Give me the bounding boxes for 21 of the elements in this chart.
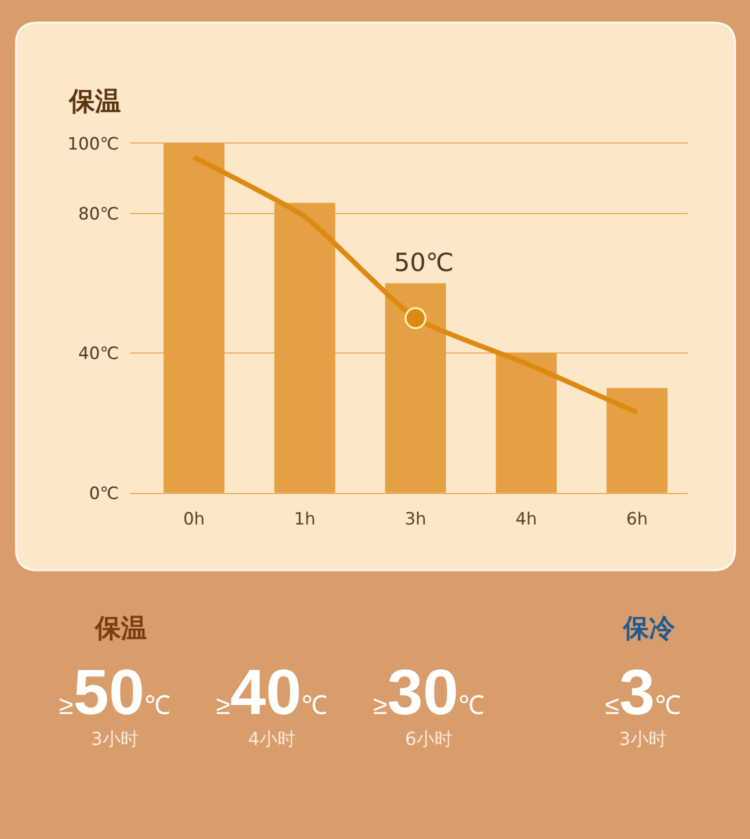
text: 6小时 bbox=[405, 729, 452, 750]
text: 保温 bbox=[94, 614, 147, 644]
text: ≥40℃ bbox=[216, 656, 328, 728]
text: 3小时 bbox=[619, 729, 666, 750]
y-tick-label: 0℃ bbox=[89, 484, 119, 504]
text: 保冷 bbox=[622, 614, 676, 644]
y-tick-label: 100℃ bbox=[67, 134, 119, 154]
text: 3小时 bbox=[91, 729, 138, 750]
chart-title: 保温 bbox=[68, 87, 121, 117]
text: ≤3℃ bbox=[605, 656, 681, 728]
x-tick-label: 6h bbox=[626, 509, 648, 530]
text: ≥50℃ bbox=[59, 656, 170, 728]
x-tick-label: 0h bbox=[183, 509, 205, 530]
data-label: 50℃ bbox=[394, 248, 454, 277]
x-tick-label: 3h bbox=[404, 509, 426, 530]
y-tick-label: 40℃ bbox=[78, 344, 119, 364]
x-tick-label: 4h bbox=[515, 509, 538, 530]
x-tick-label: 1h bbox=[294, 509, 316, 530]
y-tick-label: 80℃ bbox=[78, 204, 119, 224]
text: 4小时 bbox=[248, 729, 296, 750]
text: ≥30℃ bbox=[373, 656, 484, 728]
